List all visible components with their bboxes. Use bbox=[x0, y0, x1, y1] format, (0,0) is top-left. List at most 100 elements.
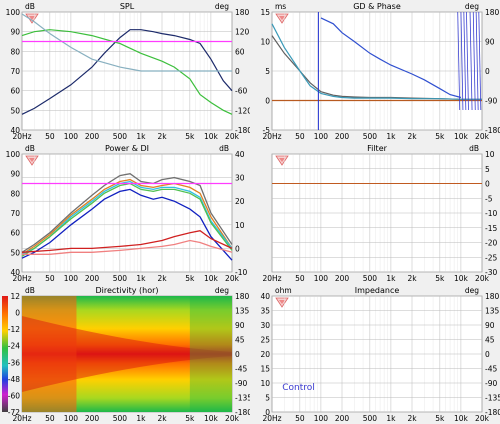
spl-right-tick-label: -120 bbox=[235, 106, 250, 115]
impedance-right-tick-label: -135 bbox=[485, 394, 500, 403]
directivity-panel: Directivity (hor) dB deg 20Hz 50 100 200 500 1k 2… bbox=[0, 284, 250, 424]
power-title: Power & DI bbox=[105, 144, 149, 153]
gd-left-tick-label: 10 bbox=[260, 38, 270, 47]
directivity-right-tick-label: 180 bbox=[235, 292, 250, 301]
filter-x-tick-label: 10k bbox=[454, 274, 469, 283]
gd-phase-wrap-line bbox=[460, 11, 464, 111]
directivity-hf-band bbox=[189, 296, 232, 412]
power-left-tick-label: 80 bbox=[10, 189, 20, 198]
directivity-right-unit: deg bbox=[215, 286, 229, 295]
filter-right-tick-label: 10 bbox=[485, 150, 495, 159]
gd-phase-wrap-line bbox=[469, 11, 473, 111]
power-right-tick-label: 0 bbox=[235, 244, 240, 253]
spl-right-tick-label: 0 bbox=[235, 67, 240, 76]
impedance-x-tick-label: 100 bbox=[314, 414, 329, 423]
filter-right-tick-label: -25 bbox=[485, 253, 497, 262]
impedance-right-tick-label: 90 bbox=[485, 321, 495, 330]
impedance-right-tick-label: -180 bbox=[485, 408, 500, 417]
spl-x-tick-label: 100 bbox=[64, 132, 79, 141]
gd-title: GD & Phase bbox=[353, 2, 401, 11]
gd-logo-icon bbox=[275, 13, 289, 24]
impedance-left-tick-label: 0 bbox=[265, 408, 270, 417]
filter-x-tick-label: 5k bbox=[435, 274, 445, 283]
directivity-main-lobe bbox=[22, 316, 232, 392]
gd-left-tick-label: 5 bbox=[265, 67, 270, 76]
directivity-left-tick-label: 12 bbox=[10, 292, 20, 301]
impedance-x-tick-label: 500 bbox=[363, 414, 378, 423]
gd-x-tick-label: 20k bbox=[475, 132, 490, 141]
directivity-x-tick-label: 2k bbox=[157, 414, 167, 423]
directivity-colorbar bbox=[2, 296, 8, 412]
filter-x-tick-label: 2k bbox=[407, 274, 417, 283]
icon-inner bbox=[29, 158, 35, 162]
spl-panel: SPL dB deg 20Hz 50 100 200 500 1k 2k 5k 10k 20k 180 12… bbox=[0, 0, 250, 142]
gd-phase-wrap-line bbox=[463, 11, 467, 111]
directivity-chart: Directivity (hor) dB deg 20Hz 50 100 200 500 1k 2… bbox=[2, 286, 250, 423]
directivity-x-tick-label: 500 bbox=[113, 414, 128, 423]
gd-right-tick-label: 0 bbox=[485, 67, 490, 76]
gd-x-tick-label: 20Hz bbox=[262, 132, 281, 141]
power-logo-icon bbox=[25, 155, 39, 166]
spl-left-tick-label: 40 bbox=[10, 126, 20, 135]
gd-x-tick-label: 1k bbox=[386, 132, 396, 141]
directivity-x-tick-label: 20k bbox=[225, 414, 240, 423]
icon-inner bbox=[29, 16, 35, 20]
power-right-tick-label: 20 bbox=[235, 197, 245, 206]
power-x-tick-label: 2k bbox=[157, 274, 167, 283]
directivity-x-tick-label: 10k bbox=[204, 414, 219, 423]
gd-phase-wrap-line bbox=[478, 11, 482, 111]
directivity-left-tick-label: -72 bbox=[8, 408, 20, 417]
impedance-x-tick-label: 200 bbox=[335, 414, 350, 423]
directivity-right-tick-label: -180 bbox=[235, 408, 250, 417]
gd-x-tick-label: 100 bbox=[314, 132, 329, 141]
filter-x-tick-label: 20Hz bbox=[262, 274, 281, 283]
impedance-right-tick-label: -90 bbox=[485, 379, 497, 388]
filter-x-tick-label: 500 bbox=[363, 274, 378, 283]
directivity-right-tick-label: 0 bbox=[235, 350, 240, 359]
spl-left-tick-label: 90 bbox=[10, 28, 20, 37]
icon-inner bbox=[279, 16, 285, 20]
power-right-tick-label: 30 bbox=[235, 174, 245, 183]
gd-phase-panel: GD & Phase ms deg 20Hz 50 100 200 500 1k 2k 5k 10k 2… bbox=[250, 0, 500, 142]
control-label: Control bbox=[282, 383, 315, 393]
gd-right-tick-label: 180 bbox=[485, 8, 500, 17]
impedance-panel: Impedance ohm deg 20Hz 50 100 200 500 1k 2k 5k 10k 2… bbox=[250, 284, 500, 424]
spl-right-tick-label: 120 bbox=[235, 28, 250, 37]
gd-x-tick-label: 200 bbox=[335, 132, 350, 141]
impedance-right-tick-label: 180 bbox=[485, 292, 500, 301]
spl-left-tick-label: 50 bbox=[10, 106, 20, 115]
power-right-tick-label: 40 bbox=[235, 150, 245, 159]
power-di-panel: Power & DI dB dB 20Hz 50 100 200 500 1k 2k 5k 10k 20… bbox=[0, 142, 250, 284]
impedance-left-unit: ohm bbox=[275, 286, 292, 295]
spl-right-tick-label: -180 bbox=[235, 126, 250, 135]
impedance-title: Impedance bbox=[355, 286, 400, 295]
power-x-tick-label: 200 bbox=[85, 274, 100, 283]
icon-inner bbox=[279, 158, 285, 162]
impedance-x-tick-label: 1k bbox=[386, 414, 396, 423]
power-x-tick-label: 10k bbox=[204, 274, 219, 283]
gd-right-tick-label: -180 bbox=[485, 126, 500, 135]
power-series-5-line bbox=[21, 230, 233, 253]
power-series-2-line bbox=[21, 180, 233, 255]
spl-left-tick-label: 70 bbox=[10, 67, 20, 76]
spl-series-1-line bbox=[21, 29, 233, 115]
power-left-tick-label: 40 bbox=[10, 268, 20, 277]
directivity-lowfreq-wash bbox=[22, 296, 77, 412]
filter-right-tick-label: -10 bbox=[485, 209, 497, 218]
gd-x-tick-label: 50 bbox=[295, 132, 305, 141]
directivity-left-tick-label: 0 bbox=[15, 309, 20, 318]
directivity-left-tick-label: -12 bbox=[8, 325, 20, 334]
directivity-x-tick-label: 50 bbox=[45, 414, 55, 423]
impedance-x-tick-label: 2k bbox=[407, 414, 417, 423]
spl-left-unit: dB bbox=[25, 2, 35, 11]
power-left-tick-label: 70 bbox=[10, 209, 20, 218]
power-x-tick-label: 100 bbox=[64, 274, 79, 283]
power-x-tick-label: 1k bbox=[136, 274, 146, 283]
impedance-left-tick-label: 10 bbox=[260, 379, 270, 388]
gd-right-unit: deg bbox=[465, 2, 479, 11]
icon-inner bbox=[279, 300, 285, 304]
impedance-left-tick-label: 15 bbox=[260, 365, 270, 374]
impedance-x-tick-label: 20k bbox=[475, 414, 490, 423]
